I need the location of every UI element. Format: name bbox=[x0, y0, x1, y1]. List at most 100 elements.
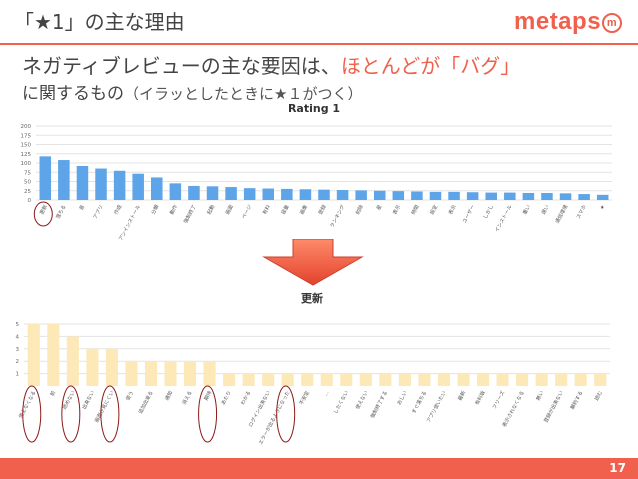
bar-1-11 bbox=[242, 373, 255, 386]
metaps-logo: metaps m bbox=[514, 8, 623, 36]
bar-0-11 bbox=[243, 188, 256, 200]
bar-0-7 bbox=[169, 183, 182, 200]
x-tick-label: 強制終了 bbox=[182, 204, 198, 225]
logo-text: metaps bbox=[514, 8, 602, 35]
y-tick-label: 4 bbox=[16, 334, 20, 340]
x-tick-label: 画面が見にくい bbox=[93, 390, 116, 424]
bar-0-29 bbox=[578, 194, 590, 200]
summary-line-1: ネガティブレビューの主な要因は、ほとんどが「バグ」 bbox=[22, 50, 520, 79]
logo-mark-icon: m bbox=[602, 12, 623, 33]
footer-bar: 17 bbox=[0, 458, 638, 479]
x-tick-label: 無い bbox=[535, 390, 546, 402]
bar-1-16 bbox=[340, 373, 353, 386]
x-tick-label: 使えなくなる bbox=[17, 390, 37, 420]
bar-1-6 bbox=[144, 361, 158, 386]
x-tick-label: ランキング bbox=[328, 204, 346, 229]
x-tick-label: 登録が出来ない bbox=[542, 390, 565, 424]
x-tick-label: 最新 bbox=[456, 390, 467, 402]
bar-1-21 bbox=[437, 373, 451, 386]
bar-0-1 bbox=[58, 160, 70, 200]
summary-line-2: に関するもの（イラッとしたときに★１がつく） bbox=[22, 79, 362, 104]
bar-0-27 bbox=[541, 192, 553, 200]
bar-0-17 bbox=[355, 190, 367, 200]
y-tick-label: 50 bbox=[24, 180, 31, 186]
rating1-chart: Rating 1 200 175 150 125 100 75 50 25 0 更新 落ちる 音アプリ作… bbox=[12, 100, 616, 240]
bar-1-23 bbox=[476, 373, 490, 386]
x-tick-label: 表示 bbox=[391, 204, 402, 216]
x-tick-label: 有料 bbox=[261, 204, 272, 216]
highlight-circle bbox=[22, 385, 42, 443]
x-tick-label: 前 bbox=[49, 390, 58, 398]
bar-0-14 bbox=[299, 189, 312, 200]
bar-0-26 bbox=[522, 192, 535, 200]
x-tick-label: 重い bbox=[521, 204, 532, 216]
x-tick-label: 作成 bbox=[112, 204, 123, 216]
page-number: 17 bbox=[609, 461, 626, 475]
y-tick-label: 100 bbox=[21, 161, 32, 167]
summary-main: に関するもの bbox=[22, 84, 124, 104]
x-tick-label: 使えない bbox=[354, 390, 370, 411]
x-tick-label: 落ちる bbox=[54, 204, 67, 221]
x-tick-label: 通信環境 bbox=[554, 204, 570, 225]
x-tick-label: 時間 bbox=[411, 204, 421, 216]
bar-0-20 bbox=[411, 191, 423, 200]
bar-0-12 bbox=[262, 188, 275, 200]
x-tick-label: スマホ bbox=[576, 204, 588, 220]
bar-1-14 bbox=[301, 373, 314, 386]
x-tick-label: すぐ落ちる bbox=[410, 390, 428, 415]
bar-1-26 bbox=[535, 373, 548, 386]
highlight-circle bbox=[61, 385, 81, 443]
x-tick-label: 消える bbox=[181, 390, 194, 406]
update-chart: 更新54321使えなくなる前読めない 出来ない画面が見にくい 使う 追加出来る 通知 消え… bbox=[10, 290, 614, 456]
bar-1-0 bbox=[27, 324, 40, 386]
x-tick-label: 使う bbox=[124, 390, 135, 402]
y-tick-label: 75 bbox=[24, 170, 31, 176]
y-tick-label: 2 bbox=[16, 359, 20, 365]
y-tick-label: 1 bbox=[16, 372, 20, 378]
x-tick-label: 解約する bbox=[569, 390, 585, 411]
x-tick-label: 起動 bbox=[205, 204, 216, 216]
down-arrow-icon bbox=[262, 239, 364, 286]
bar-1-28 bbox=[574, 373, 587, 386]
bar-0-10 bbox=[225, 187, 237, 200]
bar-1-25 bbox=[516, 373, 529, 386]
x-tick-label: 出来ない bbox=[81, 390, 97, 411]
summary-note: （イラッとしたときに★１がつく） bbox=[124, 85, 363, 103]
y-tick-label: 150 bbox=[21, 143, 32, 149]
y-tick-label: 0 bbox=[28, 198, 32, 204]
x-tick-label: 画面 bbox=[225, 204, 235, 216]
title-divider bbox=[0, 43, 638, 45]
highlight-circle bbox=[100, 385, 120, 443]
bar-0-8 bbox=[188, 185, 200, 200]
x-tick-label: ユーザー bbox=[462, 204, 477, 224]
bar-0-6 bbox=[151, 177, 163, 200]
x-tick-label: あたり bbox=[221, 390, 233, 406]
bar-1-15 bbox=[320, 373, 333, 386]
x-tick-label: 読む bbox=[593, 390, 604, 402]
x-tick-label: 表示 bbox=[447, 204, 458, 216]
x-tick-label: 追加出来る bbox=[137, 390, 155, 415]
bar-1-29 bbox=[594, 373, 607, 386]
bar-1-10 bbox=[223, 373, 236, 386]
y-tick-label: 200 bbox=[21, 124, 32, 130]
bar-1-9 bbox=[203, 361, 216, 386]
x-tick-label: わかる bbox=[239, 390, 252, 407]
bar-0-23 bbox=[466, 192, 479, 200]
bar-1-20 bbox=[418, 373, 431, 386]
x-tick-label: 動作 bbox=[168, 204, 179, 216]
bar-1-3 bbox=[86, 348, 99, 386]
bar-0-13 bbox=[281, 188, 293, 200]
x-tick-label: 強制終了する bbox=[369, 390, 389, 420]
bar-0-0 bbox=[39, 156, 52, 200]
bar-1-2 bbox=[66, 336, 79, 386]
x-tick-label: 通知 bbox=[163, 390, 174, 402]
chart-title: 更新 bbox=[301, 291, 323, 305]
bar-1-7 bbox=[164, 361, 177, 386]
bar-1-24 bbox=[496, 373, 509, 386]
bar-0-30 bbox=[596, 194, 609, 200]
x-tick-label: 設定 bbox=[428, 204, 439, 216]
summary-prefix: ネガティブレビューの主な要因は、 bbox=[22, 54, 341, 78]
highlight-circle bbox=[276, 385, 296, 443]
x-tick-label: 音 bbox=[78, 204, 87, 212]
bar-0-16 bbox=[336, 190, 349, 200]
